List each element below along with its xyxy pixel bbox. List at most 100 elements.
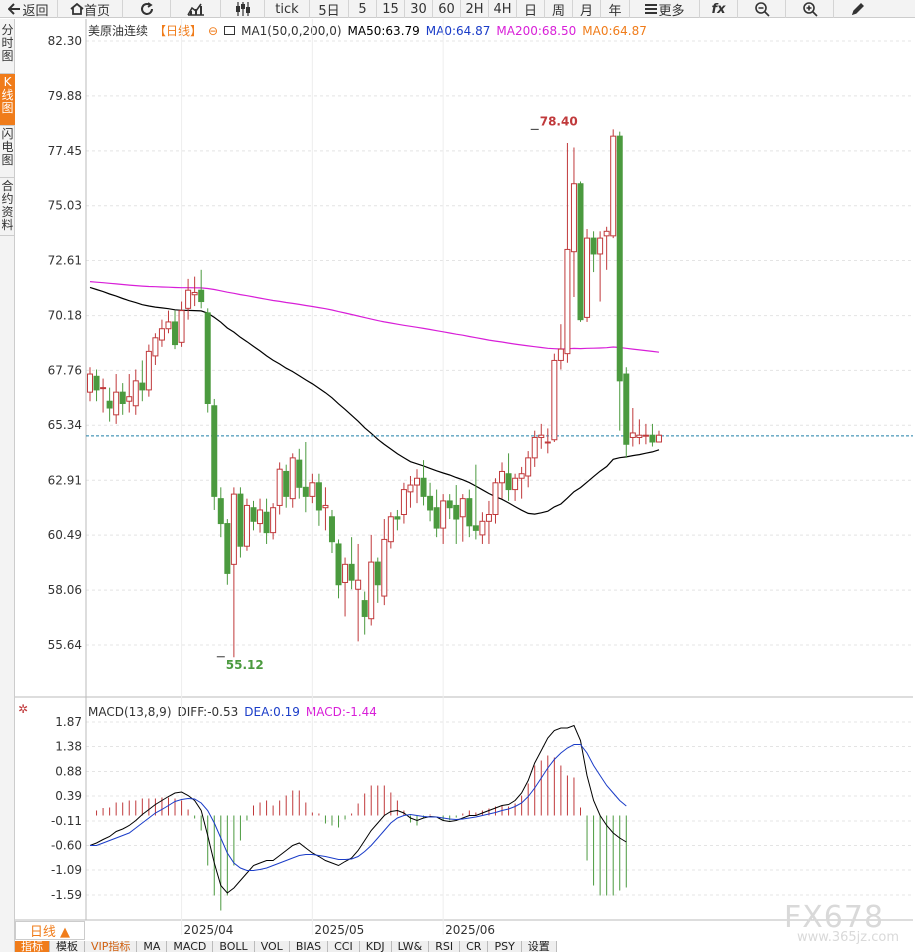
watermark-logo: FX678 [784,900,885,935]
period-15min[interactable]: 15 [377,0,405,18]
refresh-button[interactable] [123,0,171,18]
home-button[interactable]: 首页 [58,0,123,18]
side-tab-contract[interactable]: 合约资料 [0,178,15,236]
candle-body [289,457,296,500]
more-button[interactable]: 更多 [630,0,700,18]
macd-tick-label: 1.38 [55,740,82,754]
candle-body [505,473,512,491]
candle-body [440,500,447,529]
price-tick-label: 58.06 [48,583,82,597]
candle-body [152,337,159,357]
indicator-tabs: 指标 模板 VIP指标 MA MACD BOLL VOL BIAS CCI KDJ LW& RSI CR… [15,941,557,952]
period-month[interactable]: 月 [573,0,601,18]
candle-body [531,436,538,459]
candle-body [158,328,165,341]
candle-body [610,135,617,237]
indicator-tab-11[interactable]: RSI [429,941,461,952]
indicator-tab-1[interactable]: 模板 [50,941,85,952]
candle-body [420,477,427,497]
candle-body [93,375,100,391]
candle-body [629,432,636,438]
macd-value: MACD:-1.44 [305,705,377,719]
candle-body [139,382,146,391]
period-5day[interactable]: 5日 [310,0,349,18]
candle-body [394,516,401,520]
tick-button[interactable]: tick [265,0,310,18]
indicator-tab-2[interactable]: VIP指标 [85,941,138,952]
candle-body [302,486,309,497]
candle-body [263,511,270,534]
candle-body [446,500,453,509]
zoom-out-button[interactable] [738,0,786,18]
watermark-url: www.365jz.com [797,930,899,945]
period-5min[interactable]: 5 [349,0,377,18]
candle-body [172,321,179,346]
candle-body [584,237,591,318]
candle-body [636,434,643,438]
period-selector[interactable]: 日线 ▲ [15,921,85,940]
candle-body [414,477,420,486]
indicator-tab-12[interactable]: CR [460,941,489,952]
indicator-tab-8[interactable]: CCI [328,941,360,952]
candle-body [348,563,355,581]
price-tick-label: 62.91 [48,473,82,487]
candlestick-icon [235,2,250,16]
ma-settings-icon[interactable] [224,26,236,35]
period-day[interactable]: 日 [517,0,545,18]
price-tick-label: 60.49 [48,528,82,542]
date-tick-label: 2025/06 [445,923,495,937]
draw-button[interactable] [834,0,882,18]
price-axis: 82.30 79.88 77.45 75.03 72.61 70.18 67.76 65.34… [48,34,82,652]
indicator-tab-5[interactable]: BOLL [213,941,255,952]
candle-body [616,135,623,382]
side-tab-flash[interactable]: 闪电图 [0,126,15,178]
indicator-tab-14[interactable]: 设置 [521,941,557,952]
indicator-tab-0[interactable]: 指标 [15,941,50,952]
macd-tick-label: -0.60 [51,839,82,853]
indicator-tab-7[interactable]: BIAS [289,941,329,952]
zoom-in-icon [802,2,818,17]
indicator-tab-9[interactable]: KDJ [359,941,392,952]
period-2h[interactable]: 2H [461,0,489,18]
candle-body [518,473,525,479]
indicator-tab-4[interactable]: MACD [167,941,214,952]
indicator-tab-3[interactable]: MA [137,941,168,952]
candle-body [387,516,394,543]
back-button[interactable]: 返回 [0,0,58,18]
candle-chart-button[interactable] [221,0,265,18]
indicator-tab-6[interactable]: VOL [254,941,290,952]
candle-body [335,543,342,586]
candle-body [217,498,224,525]
indicator-tab-13[interactable]: PSY [488,941,522,952]
collapse-icon[interactable]: ⊖ [208,23,219,38]
candle-body [100,387,107,390]
candle-body [87,373,93,393]
period-60min[interactable]: 60 [433,0,461,18]
period-week[interactable]: 周 [545,0,573,18]
candle-body [407,484,414,493]
side-tab-kline[interactable]: K线图 [0,74,15,126]
bar-chart-button[interactable] [171,0,221,18]
candle-body [276,468,283,506]
candle-body [453,504,460,520]
candle-body [525,457,532,477]
zoom-out-icon [754,2,770,17]
candle-body [603,230,610,237]
candle-body [590,237,597,255]
side-tab-timeshare[interactable]: 分时图 [0,22,15,74]
candle-body [492,482,499,516]
indicator-tab-10[interactable]: LW& [391,941,430,952]
period-4h[interactable]: 4H [489,0,517,18]
candle-body [499,470,506,484]
candle-body [315,482,322,511]
period-year[interactable]: 年 [601,0,630,18]
formula-button[interactable]: fx [700,0,738,18]
candle-body [427,495,434,511]
zoom-in-button[interactable] [786,0,834,18]
macd-title: MACD(13,8,9) [88,705,172,719]
candle-body [642,434,649,437]
period-30min[interactable]: 30 [405,0,433,18]
macd-tick-label: -0.11 [51,814,82,828]
candle-body [178,310,185,343]
